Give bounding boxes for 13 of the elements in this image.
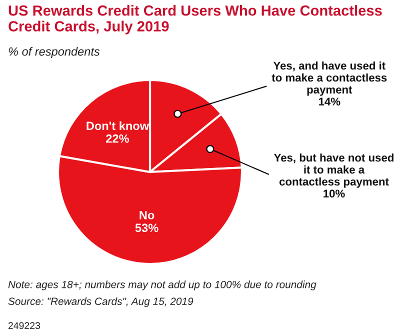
chart-title: US Rewards Credit Card Users Who Have Contactless Credit Cards, July 2019 — [8, 5, 382, 34]
slice-label: Yes, but have not used it to make a contactless payment — [274, 153, 394, 188]
text: 249223 — [8, 322, 40, 330]
data-label: 10% — [324, 190, 345, 198]
data-label: 53% — [135, 224, 158, 232]
data-label: 22% — [106, 134, 129, 143]
source-note: Source: "Rewards Cards", Aug 15, 2019 — [8, 297, 194, 308]
chart-subtitle: % of respondents — [8, 47, 100, 58]
slice-label: No — [140, 211, 154, 220]
text: Note: ages 18+; numbers may not add up to 100% due to rounding — [8, 280, 316, 290]
slice-label: Don't know — [86, 121, 150, 130]
slice-label: Yes, and have used it to make a contactless payment — [272, 61, 387, 96]
data-label: 14% — [318, 98, 340, 106]
